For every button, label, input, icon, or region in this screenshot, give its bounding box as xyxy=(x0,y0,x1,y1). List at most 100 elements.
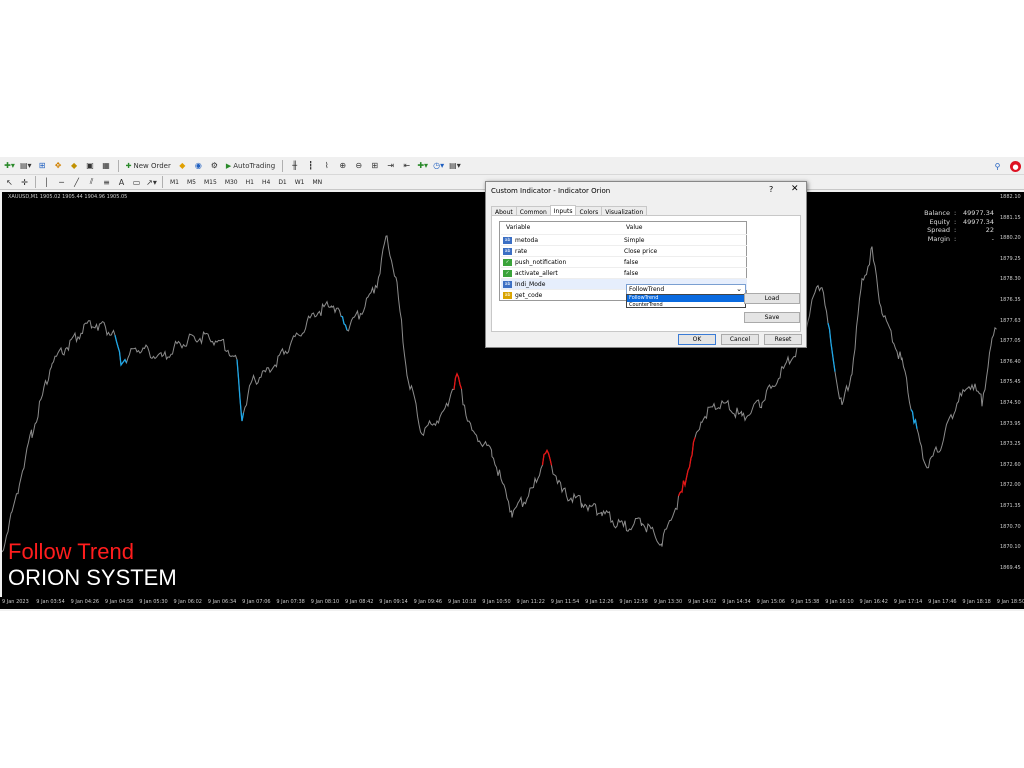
time-tick: 9 Jan 04:26 xyxy=(70,599,100,605)
notification-icon[interactable]: ● xyxy=(1010,161,1021,172)
input-name: Indi_Mode xyxy=(515,281,546,288)
arrows-icon[interactable]: ↗▾ xyxy=(146,177,157,187)
price-tick: 1877.05 xyxy=(1000,338,1021,345)
close-icon[interactable]: ✕ xyxy=(791,184,799,194)
tab-inputs[interactable]: Inputs xyxy=(549,205,577,218)
input-row[interactable]: ✓ push_notification false xyxy=(501,256,747,267)
price-tick: 1872.00 xyxy=(1000,482,1021,489)
profiles-icon[interactable]: ▤▾ xyxy=(20,161,32,170)
price-tick: 1874.50 xyxy=(1000,400,1021,406)
fibonacci-icon[interactable]: ≡ xyxy=(103,177,110,187)
input-value[interactable]: Simple xyxy=(624,237,645,244)
timeframe-button[interactable]: M1 xyxy=(170,178,179,186)
input-row[interactable]: ab rate Close price xyxy=(501,245,747,256)
timeframe-button[interactable]: MN xyxy=(312,178,323,186)
timeframe-button[interactable]: D1 xyxy=(278,178,287,186)
separator xyxy=(35,176,36,188)
vertical-line-icon[interactable]: │ xyxy=(44,177,49,187)
crosshair-icon[interactable]: ✛ xyxy=(21,177,28,187)
terminal-window: ✚▾ ▤▾ ⊞ ✥ ◆ ▣ ▦ ✚ New Order ◆ ◉ ⚙ ▶ AutoTr… xyxy=(0,157,1024,611)
new-order-button[interactable]: ✚ New Order xyxy=(124,159,173,172)
vps-icon[interactable]: ⚙ xyxy=(210,161,218,170)
data-window-icon[interactable]: ✥ xyxy=(54,161,62,170)
strategy-tester-icon[interactable]: ▦ xyxy=(102,161,110,170)
text-icon[interactable]: A xyxy=(118,177,125,187)
timeframe-button[interactable]: H1 xyxy=(245,178,254,186)
input-row[interactable]: ab get_code xyxy=(501,289,747,300)
input-row-selected[interactable]: ab Indi_Mode xyxy=(501,278,747,289)
ok-button[interactable]: OK xyxy=(678,334,716,345)
time-tick: 9 Jan 18:50 xyxy=(996,599,1024,605)
input-row[interactable]: ab metoda Simple xyxy=(501,234,747,245)
tile-windows-icon[interactable]: ⊞ xyxy=(371,161,379,170)
time-tick: 9 Jan 12:58 xyxy=(619,599,648,605)
timeframe-button[interactable]: M15 xyxy=(204,178,217,186)
input-value[interactable]: false xyxy=(624,259,639,266)
time-tick: 9 Jan 10:18 xyxy=(447,599,477,605)
balance-label: Balance xyxy=(924,209,950,217)
equity-row: Equity:49977.34 xyxy=(914,218,994,227)
load-button[interactable]: Load xyxy=(744,293,800,304)
metaeditor-icon[interactable]: ◆ xyxy=(179,161,186,170)
margin-label: Margin xyxy=(927,234,950,243)
time-tick: 9 Jan 05:30 xyxy=(139,599,168,605)
indi-mode-value: FollowTrend xyxy=(629,286,665,293)
dialog-title: Custom Indicator - Indicator Orion xyxy=(491,187,611,195)
help-button[interactable]: ? xyxy=(769,185,774,194)
zoom-in-icon[interactable]: ⊕ xyxy=(339,161,347,170)
periods-icon[interactable]: ◷▾ xyxy=(433,161,445,170)
save-button[interactable]: Save xyxy=(744,312,800,323)
timeframe-button[interactable]: M30 xyxy=(224,178,238,186)
zoom-out-icon[interactable]: ⊖ xyxy=(355,161,363,170)
timeframe-button[interactable]: H4 xyxy=(261,178,271,186)
line-chart-icon[interactable]: ⌇ xyxy=(324,161,329,170)
chevron-down-icon[interactable]: ⌄ xyxy=(736,285,742,293)
time-tick: 9 Jan 13:30 xyxy=(653,599,683,605)
navigator-icon[interactable]: ◆ xyxy=(71,161,78,170)
signals-icon[interactable]: ◉ xyxy=(194,161,202,170)
input-row[interactable]: ✓ activate_allert false xyxy=(501,267,747,278)
toolbar-right: ⚲ ● xyxy=(991,160,1021,173)
enum-icon: ab xyxy=(503,237,512,244)
price-tick: 1871.35 xyxy=(1000,503,1021,509)
separator xyxy=(117,159,119,172)
time-tick: 9 Jan 04:58 xyxy=(104,599,134,605)
price-tick: 1869.45 xyxy=(1000,564,1021,571)
candlestick-icon[interactable]: ┇ xyxy=(308,161,314,170)
time-tick: 9 Jan 14:02 xyxy=(688,599,717,605)
chart-shift-icon[interactable]: ⇤ xyxy=(403,161,411,170)
search-icon[interactable]: ⚲ xyxy=(994,162,1001,171)
time-tick: 9 Jan 07:38 xyxy=(276,599,305,605)
time-tick: 9 Jan 09:46 xyxy=(413,599,443,605)
price-tick: 1879.25 xyxy=(1000,255,1021,262)
time-tick: 9 Jan 06:02 xyxy=(173,599,202,605)
terminal-icon[interactable]: ▣ xyxy=(86,161,94,170)
input-value[interactable]: Close price xyxy=(624,248,658,255)
timeframe-button[interactable]: W1 xyxy=(294,178,305,186)
new-chart-icon[interactable]: ✚▾ xyxy=(4,161,15,170)
time-tick: 9 Jan 12:26 xyxy=(585,599,614,605)
horizontal-line-icon[interactable]: ─ xyxy=(59,177,64,187)
equity-value: 49977.34 xyxy=(962,217,994,226)
label-icon[interactable]: ▭ xyxy=(132,177,141,187)
time-tick: 9 Jan 17:46 xyxy=(928,599,957,605)
reset-button[interactable]: Reset xyxy=(764,334,802,345)
time-axis: 9 Jan 2023 9 Jan 03:54 9 Jan 04:26 9 Jan 04… xyxy=(0,597,1024,609)
channel-icon[interactable]: ⫽ xyxy=(89,177,94,186)
cursor-icon[interactable]: ↖ xyxy=(6,177,13,187)
indicators-icon[interactable]: ✚▾ xyxy=(417,161,429,170)
trendline-icon[interactable]: ╱ xyxy=(74,177,79,187)
input-value[interactable]: false xyxy=(624,270,639,277)
timeframe-button[interactable]: M5 xyxy=(187,178,196,186)
margin-value: - xyxy=(991,234,994,243)
bar-chart-icon[interactable]: ╫ xyxy=(292,161,298,170)
dropdown-option-countertrend[interactable]: CounterTrend xyxy=(629,301,663,308)
autoscroll-icon[interactable]: ⇥ xyxy=(387,161,395,170)
templates-icon[interactable]: ▤▾ xyxy=(449,161,461,170)
market-watch-icon[interactable]: ⊞ xyxy=(38,161,46,170)
value-column-header: Value xyxy=(626,224,643,231)
autotrading-button[interactable]: ▶ AutoTrading xyxy=(224,159,277,172)
cancel-button[interactable]: Cancel xyxy=(721,334,759,345)
dropdown-option-followtrend[interactable]: FollowTrend xyxy=(627,295,745,302)
new-order-label: New Order xyxy=(133,161,171,170)
